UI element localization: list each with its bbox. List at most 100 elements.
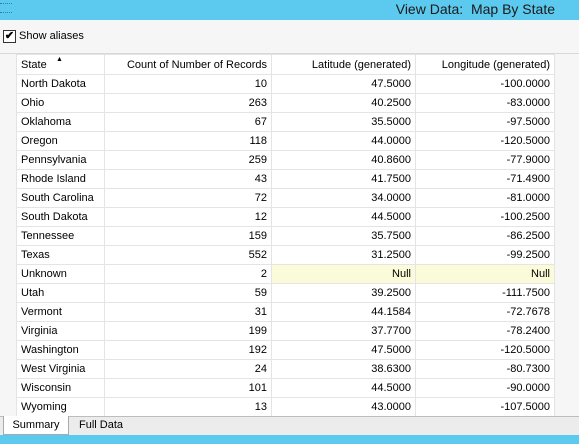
cell-latitude[interactable]: Null bbox=[271, 264, 416, 284]
cell-latitude[interactable]: 47.5000 bbox=[271, 340, 416, 360]
table-row[interactable]: North Dakota 10 47.5000 -100.0000 bbox=[16, 74, 555, 94]
cell-longitude[interactable]: -81.0000 bbox=[415, 188, 555, 208]
cell-count[interactable]: 24 bbox=[104, 359, 272, 379]
cell-state[interactable]: South Carolina bbox=[16, 188, 105, 208]
cell-count[interactable]: 67 bbox=[104, 112, 272, 132]
table-row[interactable]: South Dakota 12 44.5000 -100.2500 bbox=[16, 207, 555, 227]
table-row[interactable]: Ohio 263 40.2500 -83.0000 bbox=[16, 93, 555, 113]
cell-state[interactable]: Oklahoma bbox=[16, 112, 105, 132]
cell-state[interactable]: Wyoming bbox=[16, 397, 105, 416]
table-row[interactable]: Virginia 199 37.7700 -78.2400 bbox=[16, 321, 555, 341]
cell-state[interactable]: Oregon bbox=[16, 131, 105, 151]
cell-longitude[interactable]: -99.2500 bbox=[415, 245, 555, 265]
table-row[interactable]: Oregon 118 44.0000 -120.5000 bbox=[16, 131, 555, 151]
cell-longitude[interactable]: -72.7678 bbox=[415, 302, 555, 322]
cell-longitude[interactable]: -120.5000 bbox=[415, 340, 555, 360]
cell-count[interactable]: 199 bbox=[104, 321, 272, 341]
cell-latitude[interactable]: 44.5000 bbox=[271, 378, 416, 398]
cell-count[interactable]: 59 bbox=[104, 283, 272, 303]
cell-longitude[interactable]: -111.7500 bbox=[415, 283, 555, 303]
cell-latitude[interactable]: 37.7700 bbox=[271, 321, 416, 341]
cell-latitude[interactable]: 38.6300 bbox=[271, 359, 416, 379]
cell-state[interactable]: Vermont bbox=[16, 302, 105, 322]
table-row[interactable]: South Carolina 72 34.0000 -81.0000 bbox=[16, 188, 555, 208]
table-row[interactable]: Vermont 31 44.1584 -72.7678 bbox=[16, 302, 555, 322]
cell-count[interactable]: 12 bbox=[104, 207, 272, 227]
cell-state[interactable]: Washington bbox=[16, 340, 105, 360]
column-header-state[interactable]: ▲ State bbox=[16, 54, 105, 75]
cell-count[interactable]: 72 bbox=[104, 188, 272, 208]
cell-longitude[interactable]: -71.4900 bbox=[415, 169, 555, 189]
cell-longitude[interactable]: -120.5000 bbox=[415, 131, 555, 151]
cell-state[interactable]: Rhode Island bbox=[16, 169, 105, 189]
show-aliases-checkbox[interactable]: ✔ bbox=[3, 30, 16, 43]
cell-count[interactable]: 31 bbox=[104, 302, 272, 322]
cell-latitude[interactable]: 43.0000 bbox=[271, 397, 416, 416]
column-header-label: State bbox=[21, 58, 47, 71]
table-row[interactable]: Rhode Island 43 41.7500 -71.4900 bbox=[16, 169, 555, 189]
cell-count[interactable]: 10 bbox=[104, 74, 272, 94]
cell-count[interactable]: 118 bbox=[104, 131, 272, 151]
cell-state[interactable]: Pennsylvania bbox=[16, 150, 105, 170]
table-row[interactable]: Unknown 2 Null Null bbox=[16, 264, 555, 284]
cell-latitude[interactable]: 44.5000 bbox=[271, 207, 416, 227]
cell-count[interactable]: 101 bbox=[104, 378, 272, 398]
cell-count[interactable]: 259 bbox=[104, 150, 272, 170]
tab-summary[interactable]: Summary bbox=[3, 416, 69, 435]
cell-count[interactable]: 192 bbox=[104, 340, 272, 360]
cell-longitude[interactable]: -107.5000 bbox=[415, 397, 555, 416]
cell-state[interactable]: West Virginia bbox=[16, 359, 105, 379]
cell-state[interactable]: Virginia bbox=[16, 321, 105, 341]
cell-count[interactable]: 2 bbox=[104, 264, 272, 284]
cell-latitude[interactable]: 31.2500 bbox=[271, 245, 416, 265]
cell-count[interactable]: 43 bbox=[104, 169, 272, 189]
cell-state[interactable]: Wisconsin bbox=[16, 378, 105, 398]
table-row[interactable]: Wisconsin 101 44.5000 -90.0000 bbox=[16, 378, 555, 398]
cell-count[interactable]: 159 bbox=[104, 226, 272, 246]
cell-longitude[interactable]: -86.2500 bbox=[415, 226, 555, 246]
cell-latitude[interactable]: 35.7500 bbox=[271, 226, 416, 246]
cell-latitude[interactable]: 41.7500 bbox=[271, 169, 416, 189]
cell-count[interactable]: 13 bbox=[104, 397, 272, 416]
table-row[interactable]: Tennessee 159 35.7500 -86.2500 bbox=[16, 226, 555, 246]
cell-latitude[interactable]: 44.1584 bbox=[271, 302, 416, 322]
cell-latitude[interactable]: 35.5000 bbox=[271, 112, 416, 132]
cell-longitude[interactable]: -100.0000 bbox=[415, 74, 555, 94]
column-header-longitude[interactable]: Longitude (generated) bbox=[415, 54, 555, 75]
cell-count[interactable]: 552 bbox=[104, 245, 272, 265]
cell-longitude[interactable]: -77.9000 bbox=[415, 150, 555, 170]
table-row[interactable]: Washington 192 47.5000 -120.5000 bbox=[16, 340, 555, 360]
cell-latitude[interactable]: 47.5000 bbox=[271, 74, 416, 94]
cell-longitude[interactable]: -80.7300 bbox=[415, 359, 555, 379]
cell-latitude[interactable]: 34.0000 bbox=[271, 188, 416, 208]
cell-longitude[interactable]: -90.0000 bbox=[415, 378, 555, 398]
cell-latitude[interactable]: 40.2500 bbox=[271, 93, 416, 113]
table-row[interactable]: West Virginia 24 38.6300 -80.7300 bbox=[16, 359, 555, 379]
table-row[interactable]: Pennsylvania 259 40.8600 -77.9000 bbox=[16, 150, 555, 170]
cell-state[interactable]: Tennessee bbox=[16, 226, 105, 246]
show-aliases-label[interactable]: Show aliases bbox=[19, 30, 84, 42]
table-row[interactable]: Texas 552 31.2500 -99.2500 bbox=[16, 245, 555, 265]
table-row[interactable]: Utah 59 39.2500 -111.7500 bbox=[16, 283, 555, 303]
cell-state[interactable]: Unknown bbox=[16, 264, 105, 284]
tab-full-data[interactable]: Full Data bbox=[78, 419, 124, 431]
cell-latitude[interactable]: 40.8600 bbox=[271, 150, 416, 170]
column-header-latitude[interactable]: Latitude (generated) bbox=[271, 54, 416, 75]
cell-state[interactable]: Utah bbox=[16, 283, 105, 303]
column-header-count[interactable]: Count of Number of Records bbox=[104, 54, 272, 75]
cell-longitude[interactable]: -100.2500 bbox=[415, 207, 555, 227]
cell-longitude[interactable]: Null bbox=[415, 264, 555, 284]
cell-state[interactable]: South Dakota bbox=[16, 207, 105, 227]
table-row[interactable]: Oklahoma 67 35.5000 -97.5000 bbox=[16, 112, 555, 132]
cell-longitude[interactable]: -83.0000 bbox=[415, 93, 555, 113]
cell-latitude[interactable]: 39.2500 bbox=[271, 283, 416, 303]
cell-count[interactable]: 263 bbox=[104, 93, 272, 113]
cell-state[interactable]: Texas bbox=[16, 245, 105, 265]
sort-ascending-icon[interactable]: ▲ bbox=[56, 56, 63, 63]
cell-longitude[interactable]: -97.5000 bbox=[415, 112, 555, 132]
table-row[interactable]: Wyoming 13 43.0000 -107.5000 bbox=[16, 397, 555, 416]
cell-state[interactable]: North Dakota bbox=[16, 74, 105, 94]
cell-latitude[interactable]: 44.0000 bbox=[271, 131, 416, 151]
cell-longitude[interactable]: -78.2400 bbox=[415, 321, 555, 341]
cell-state[interactable]: Ohio bbox=[16, 93, 105, 113]
